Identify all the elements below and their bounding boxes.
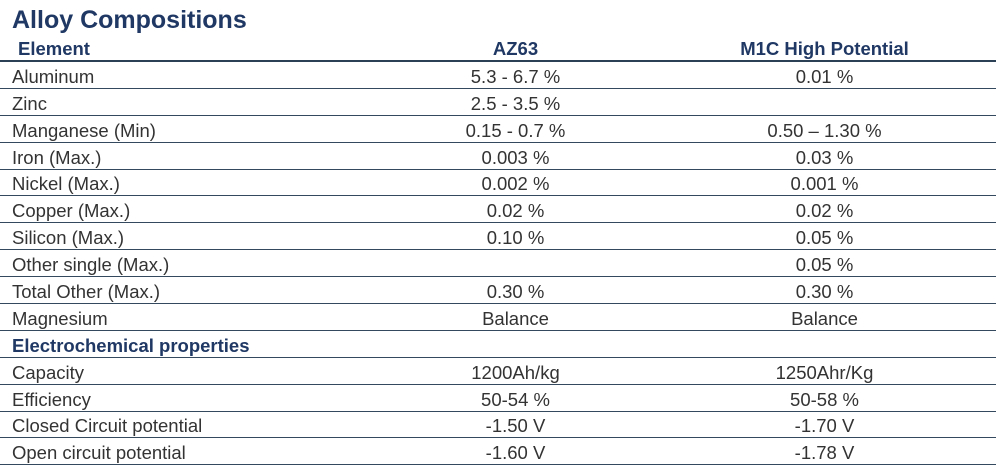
cell-element: Zinc [0,88,378,116]
section-row: Electrochemical properties [0,330,996,358]
table-row: Capacity 1200Ah/kg 1250Ahr/Kg [0,357,996,385]
table-row: Other single (Max.) 0.05 % [0,249,996,278]
cell-m1c: 0.05 % [653,249,996,278]
cell-m1c: 1250Ahr/Kg [653,357,996,385]
table-row: Copper (Max.) 0.02 % 0.02 % [0,195,996,224]
table-row: Iron (Max.) 0.003 % 0.03 % [0,142,996,170]
cell-m1c: 0.05 % [653,222,996,251]
cell-element: Aluminum [0,61,378,89]
section-title: Electrochemical properties [0,330,996,358]
cell-element: Manganese (Min) [0,115,378,143]
cell-m1c: 0.03 % [653,142,996,170]
cell-element: Magnesium [0,303,378,331]
cell-az63: -1.60 V [378,437,653,465]
cell-az63: 1200Ah/kg [378,357,653,385]
cell-m1c: 0.30 % [653,276,996,305]
cell-element: Closed Circuit potential [0,411,378,439]
table-row: Aluminum 5.3 - 6.7 % 0.01 % [0,61,996,89]
header-element: Element [0,36,378,62]
cell-element: Open circuit potential [0,437,378,465]
cell-element: Other single (Max.) [0,249,378,278]
cell-m1c: 0.02 % [653,195,996,224]
table-row: Magnesium Balance Balance [0,303,996,331]
cell-az63: 50-54 % [378,384,653,412]
cell-az63: 0.10 % [378,222,653,251]
table-row: Total Other (Max.) 0.30 % 0.30 % [0,276,996,305]
cell-element: Efficiency [0,384,378,412]
table-row: Manganese (Min) 0.15 - 0.7 % 0.50 – 1.30 % [0,115,996,143]
cell-az63: Balance [378,303,653,331]
cell-m1c: -1.70 V [653,411,996,439]
cell-az63 [378,249,653,278]
cell-az63: 5.3 - 6.7 % [378,61,653,89]
cell-element: Iron (Max.) [0,142,378,170]
cell-element: Nickel (Max.) [0,169,378,197]
cell-m1c: 50-58 % [653,384,996,412]
header-az63: AZ63 [378,36,653,62]
cell-element: Total Other (Max.) [0,276,378,305]
cell-m1c: 0.50 – 1.30 % [653,115,996,143]
cell-m1c: Balance [653,303,996,331]
table-row: Silicon (Max.) 0.10 % 0.05 % [0,222,996,251]
header-m1c: M1C High Potential [653,36,996,62]
table-row: Efficiency 50-54 % 50-58 % [0,384,996,412]
table-row: Nickel (Max.) 0.002 % 0.001 % [0,169,996,197]
cell-m1c: 0.001 % [653,169,996,197]
cell-az63: 0.002 % [378,169,653,197]
table-row: Closed Circuit potential -1.50 V -1.70 V [0,411,996,439]
table-row: Zinc 2.5 - 3.5 % [0,88,996,116]
table-row: Open circuit potential -1.60 V -1.78 V [0,437,996,465]
cell-az63: 0.02 % [378,195,653,224]
cell-az63: 2.5 - 3.5 % [378,88,653,116]
cell-element: Copper (Max.) [0,195,378,224]
cell-m1c: 0.01 % [653,61,996,89]
cell-element: Silicon (Max.) [0,222,378,251]
cell-m1c: -1.78 V [653,437,996,465]
cell-az63: 0.30 % [378,276,653,305]
header-row: Element AZ63 M1C High Potential [0,36,996,62]
cell-az63: 0.15 - 0.7 % [378,115,653,143]
cell-az63: -1.50 V [378,411,653,439]
cell-m1c [653,88,996,116]
alloy-table: Element AZ63 M1C High Potential Aluminum… [0,36,996,465]
cell-az63: 0.003 % [378,142,653,170]
cell-element: Capacity [0,357,378,385]
page-title: Alloy Compositions [12,6,247,34]
